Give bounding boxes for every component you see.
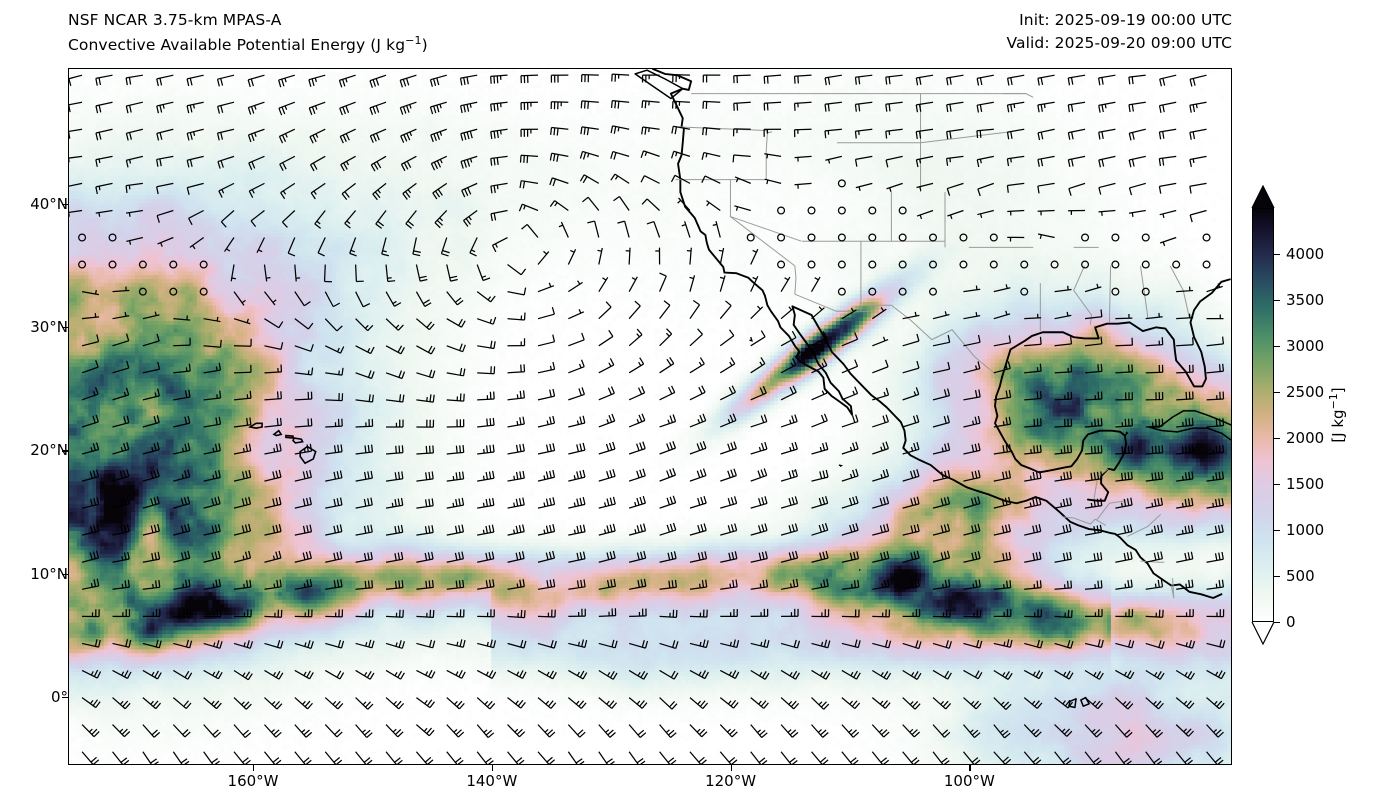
field-title: Convective Available Potential Energy (J… xyxy=(68,34,428,54)
colorbar-tick-label: 1500 xyxy=(1286,475,1324,493)
ytick-mark xyxy=(62,450,68,452)
ytick-label: 20°N xyxy=(30,441,68,459)
field-units-exponent: −1 xyxy=(405,34,421,47)
xtick-label: 120°W xyxy=(705,772,756,790)
ytick-label: 0° xyxy=(51,688,68,706)
colorbar-tick-mark xyxy=(1274,392,1280,394)
xtick-label: 100°W xyxy=(944,772,995,790)
colorbar-axis-label: [J kg−1] xyxy=(1327,387,1347,442)
valid-time-label: Valid: 2025-09-20 09:00 UTC xyxy=(1006,34,1232,52)
colorbar-tick-label: 4000 xyxy=(1286,245,1324,263)
ytick-label: 40°N xyxy=(30,195,68,213)
model-title: NSF NCAR 3.75-km MPAS-A xyxy=(68,11,281,29)
ytick-label: 10°N xyxy=(30,565,68,583)
map-axes[interactable] xyxy=(68,68,1232,765)
colorbar-tick-label: 2500 xyxy=(1286,383,1324,401)
colorbar-tick-mark xyxy=(1274,438,1280,440)
colorbar-gradient xyxy=(1252,208,1274,622)
xtick-label: 160°W xyxy=(228,772,279,790)
xtick-mark xyxy=(969,765,971,771)
colorbar-tick-label: 1000 xyxy=(1286,521,1324,539)
xtick-mark xyxy=(730,765,732,771)
ytick-mark xyxy=(62,573,68,575)
colorbar-tick-mark xyxy=(1274,576,1280,578)
colorbar-tick-label: 0 xyxy=(1286,613,1296,631)
ytick-mark xyxy=(62,327,68,329)
init-time-label: Init: 2025-09-19 00:00 UTC xyxy=(1019,11,1232,29)
ytick-mark xyxy=(62,697,68,699)
ytick-mark xyxy=(62,203,68,205)
colorbar-tick-label: 3500 xyxy=(1286,291,1324,309)
geography-layer xyxy=(248,69,1231,709)
ytick-label: 30°N xyxy=(30,318,68,336)
colorbar-tick-mark xyxy=(1274,484,1280,486)
colorbar-extend-max-arrow xyxy=(1252,186,1274,208)
colorbar-tick-label: 3000 xyxy=(1286,337,1324,355)
colorbar-tick-mark xyxy=(1274,530,1280,532)
colorbar-tick-mark xyxy=(1274,254,1280,256)
field-title-suffix: ) xyxy=(422,36,428,54)
colorbar-tick-mark xyxy=(1274,300,1280,302)
colorbar-tick-mark xyxy=(1274,346,1280,348)
field-title-text: Convective Available Potential Energy (J… xyxy=(68,36,405,54)
xtick-mark xyxy=(253,765,255,771)
colorbar-tick-mark xyxy=(1274,622,1280,624)
colorbar-tick-label: 500 xyxy=(1286,567,1315,585)
colorbar-extend-min-arrow xyxy=(1252,622,1274,644)
xtick-mark xyxy=(491,765,493,771)
colorbar-tick-label: 2000 xyxy=(1286,429,1324,447)
xtick-label: 140°W xyxy=(466,772,517,790)
wind-barb-layer xyxy=(69,73,1226,764)
colorbar[interactable]: 0 500 1000 1500 2000 2500 3000 3500 4000 xyxy=(1251,185,1324,645)
cape-field xyxy=(69,69,1231,764)
